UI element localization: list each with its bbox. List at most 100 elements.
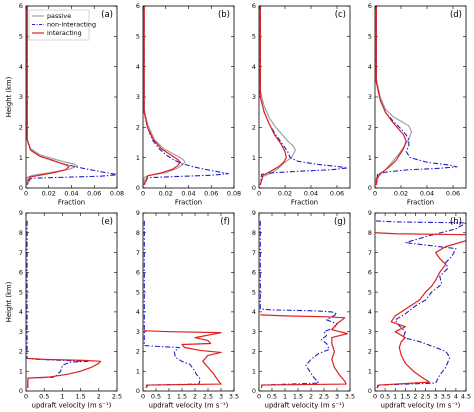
y-tick-label: 0 (368, 184, 372, 192)
y-tick-label: 2 (368, 348, 372, 356)
panel-label: (h) (450, 217, 462, 227)
legend-entry-passive: passive (47, 12, 71, 20)
y-tick-label: 5 (136, 288, 140, 296)
x-tick-label: 1 (393, 393, 397, 401)
y-tick-label: 0 (252, 184, 256, 192)
x-tick-label: 3 (219, 393, 223, 401)
x-axis-label: updraft velocity (m s⁻¹) (265, 402, 345, 410)
y-tick-label: 4 (136, 63, 140, 71)
y-tick-label: 4 (368, 63, 372, 71)
y-tick-label: 4 (19, 308, 23, 316)
series-non-interacting (26, 6, 117, 186)
panel-label: (a) (101, 10, 113, 20)
y-tick-label: 2 (136, 348, 140, 356)
y-tick-label: 8 (19, 229, 23, 237)
series-non-interacting (143, 6, 229, 186)
x-tick-label: 0 (24, 393, 28, 401)
series-non-interacting (259, 220, 338, 389)
x-tick-label: 0 (257, 190, 261, 198)
y-tick-label: 5 (19, 33, 23, 41)
y-tick-label: 8 (136, 229, 140, 237)
y-tick-label: 3 (368, 93, 372, 101)
x-tick-label: 3 (434, 393, 438, 401)
y-tick-label: 7 (19, 249, 23, 257)
y-tick-label: 4 (19, 63, 23, 71)
y-tick-label: 5 (368, 33, 372, 41)
y-tick-label: 3 (252, 93, 256, 101)
series-passive (259, 6, 296, 186)
axes-frame (142, 212, 235, 392)
y-tick-label: 1 (136, 367, 140, 375)
x-tick-label: 0 (141, 393, 145, 401)
y-tick-label: 8 (252, 229, 256, 237)
panel-label: (c) (335, 10, 346, 20)
x-tick-label: 1 (167, 393, 171, 401)
series-interacting (375, 232, 466, 389)
axes-frame (25, 212, 118, 392)
y-tick-label: 1 (19, 154, 23, 162)
y-tick-label: 6 (136, 269, 140, 277)
y-tick-label: 5 (368, 288, 372, 296)
y-tick-label: 4 (136, 308, 140, 316)
y-tick-label: 0 (19, 387, 23, 395)
y-tick-label: 5 (136, 33, 140, 41)
x-tick-label: 0 (257, 393, 261, 401)
y-tick-label: 5 (252, 288, 256, 296)
y-tick-label: 3 (368, 328, 372, 336)
x-tick-label: 1 (283, 393, 287, 401)
x-axis-label: Fraction (407, 199, 434, 207)
series-interacting (260, 314, 348, 389)
y-tick-label: 7 (252, 249, 256, 257)
y-tick-label: 0 (368, 387, 372, 395)
y-tick-label: 8 (368, 229, 372, 237)
x-tick-label: 2.5 (112, 393, 122, 401)
series-interacting (26, 6, 70, 186)
axes-frame (374, 5, 467, 189)
panel-f: 0 0.5 1 1.5 2 2.5 3 3.5 0 1 2 3 4 5 6 7 8 9 (f) updraft vel… (136, 209, 239, 409)
series-interacting (375, 6, 407, 185)
y-tick-label: 2 (136, 124, 140, 132)
x-tick-label: 4 (454, 393, 458, 401)
axes-frame (258, 5, 351, 189)
x-tick-label: 0.04 (304, 190, 318, 198)
series-non-interacting (143, 220, 201, 389)
x-tick-label: 0.02 (42, 190, 56, 198)
series-non-interacting (259, 6, 348, 186)
x-tick-label: 0.06 (87, 190, 101, 198)
x-tick-label: 2.5 (420, 393, 430, 401)
y-tick-label: 7 (136, 249, 140, 257)
x-axis-label: Fraction (175, 199, 202, 207)
x-tick-label: 0 (373, 393, 377, 401)
x-tick-label: 0.02 (394, 190, 408, 198)
x-tick-label: 0.08 (227, 190, 241, 198)
panel-b: 0 0.02 0.04 0.06 0.08 0 1 2 3 4 5 6 (b) Fraction (136, 2, 241, 206)
y-tick-label: 6 (252, 2, 256, 10)
x-tick-label: 2 (413, 393, 417, 401)
x-tick-label: 0.5 (267, 393, 277, 401)
x-tick-label: 2.5 (319, 393, 329, 401)
y-tick-label: 9 (368, 209, 372, 217)
y-tick-label: 1 (19, 367, 23, 375)
y-tick-label: 2 (19, 348, 23, 356)
panel-label: (f) (220, 217, 230, 227)
y-tick-label: 0 (136, 387, 140, 395)
x-tick-label: 0 (141, 190, 145, 198)
x-tick-label: 1.5 (177, 393, 187, 401)
panel-d: 0 0.02 0.04 0.06 0 1 2 3 4 5 6 (d) Fraction (368, 2, 467, 207)
y-tick-label: 6 (368, 2, 372, 10)
panel-a: 0 0.02 0.04 0.06 0.08 0 1 2 3 4 5 6 (a) Fraction Heigh… (5, 2, 124, 206)
x-tick-label: 0.04 (420, 190, 434, 198)
axes-frame (258, 212, 351, 392)
y-tick-label: 4 (252, 308, 256, 316)
y-tick-label: 6 (368, 269, 372, 277)
panel-e: 0 0.5 1 1.5 2 2.5 0 1 2 3 4 5 6 7 8 9 (e) updraft velocit… (5, 209, 122, 409)
axes-frame (142, 5, 235, 189)
x-tick-label: 2 (193, 393, 197, 401)
y-tick-label: 1 (368, 367, 372, 375)
x-tick-label: 3.5 (345, 393, 355, 401)
series-interacting (143, 6, 182, 186)
x-tick-label: 1.5 (293, 393, 303, 401)
y-tick-label: 9 (252, 209, 256, 217)
